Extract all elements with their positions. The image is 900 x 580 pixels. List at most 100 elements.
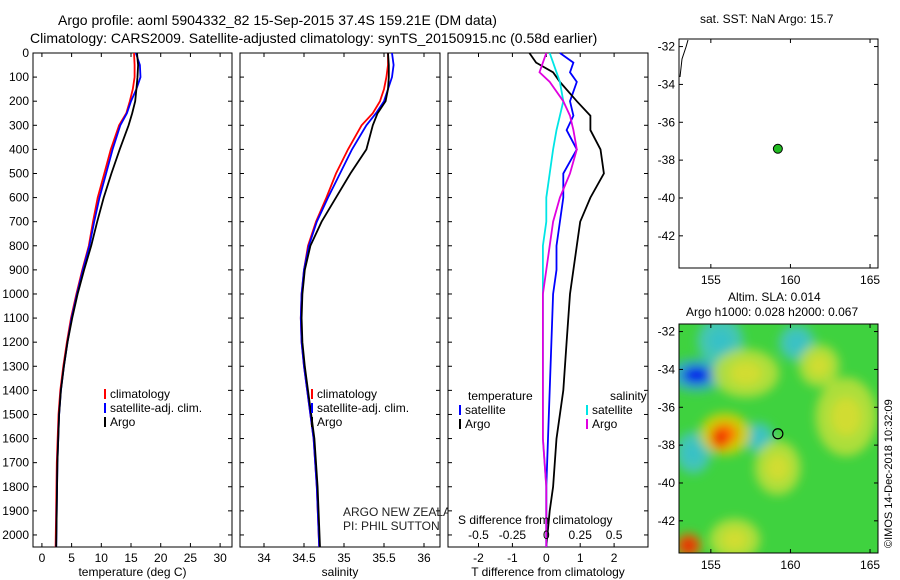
sla-map: -32 -34 -36 -38 -40 -42 155 160 165©IMOS 14-Dec-… [658, 323, 895, 572]
sal-plot-frame [239, 52, 441, 548]
legend-title-temperature: temperature [468, 389, 533, 403]
coastline [679, 39, 689, 78]
ytick-label: 1400 [2, 383, 29, 397]
diff-xtick-label: 2 [611, 551, 618, 565]
ytick-label: 1800 [2, 480, 29, 494]
legend-label: climatology [110, 387, 170, 401]
sla-xtick-label: 155 [701, 558, 721, 572]
sla-anomaly-core [729, 361, 763, 386]
top-xtick-label: -0.5 [468, 528, 489, 542]
sst-map-title: sat. SST: NaN Argo: 15.7 [700, 12, 834, 26]
sst-ytick-label: -32 [658, 40, 676, 54]
annotation-line-1: ARGO NEW ZEALAND [343, 505, 469, 519]
sal-xtick-label: 35 [337, 551, 351, 565]
sal-xtick-label: 34 [257, 551, 271, 565]
ytick-label: 200 [9, 94, 29, 108]
legend-label: satellite-adj. clim. [110, 401, 202, 415]
ytick-label: 300 [9, 118, 29, 132]
sst-xtick-label: 165 [860, 273, 880, 287]
temp-xtick-label: 15 [124, 551, 138, 565]
diff-xtick-label: 0 [543, 551, 550, 565]
temp-xtick-label: 30 [213, 551, 227, 565]
sla-anomaly-core [808, 355, 830, 377]
sla-ytick-label: -38 [658, 438, 676, 452]
sla-map-title-line-2: Argo h1000: 0.028 h2000: 0.067 [686, 305, 859, 319]
sst-ytick-label: -42 [658, 229, 676, 243]
sla-anomaly-core [721, 529, 748, 551]
sla-anomaly-core [682, 366, 711, 384]
ytick-label: 1500 [2, 407, 29, 421]
ytick-label: 400 [9, 142, 29, 156]
temp-plot-frame [32, 52, 233, 548]
series-line-salinity-argo [538, 52, 578, 547]
imos-watermark: ©IMOS 14-Dec-2018 10:32:09 [883, 399, 895, 548]
legend-label: Argo [317, 415, 343, 429]
sla-map-title-line-1: Altim. SLA: 0.014 [728, 290, 821, 304]
temp-xtick-label: 25 [184, 551, 198, 565]
diff-xtick-label: 1 [577, 551, 584, 565]
legend-title-salinity: salinity [610, 389, 647, 403]
ytick-label: 900 [9, 263, 29, 277]
figure-title-line-2: Climatology: CARS2009. Satellite-adjuste… [30, 30, 598, 46]
legend-label: climatology [317, 387, 377, 401]
legend-label: Argo [465, 417, 491, 431]
sla-anomaly-core [684, 442, 703, 464]
diff-panel: -2 -1 0 1 2T difference from climatology temp… [447, 52, 649, 579]
sla-ytick-label: -42 [658, 514, 676, 528]
ytick-label: 500 [9, 166, 29, 180]
sal-panel: 34 34.5 35 35.5 36 salinity climatologysatelli… [239, 52, 469, 579]
diff-xlabel: T difference from climatology [471, 565, 625, 579]
sal-xtick-label: 36 [417, 551, 431, 565]
diff-xtick-label: -1 [507, 551, 518, 565]
diff-xtick-label: -2 [473, 551, 484, 565]
ytick-label: 600 [9, 191, 29, 205]
sla-anomaly-core [830, 397, 862, 437]
top-xtick-label: 0 [543, 528, 550, 542]
top-xtick-label: 0.5 [606, 528, 623, 542]
sla-anomaly-core [715, 431, 726, 444]
sla-anomaly-core [708, 328, 732, 354]
sla-anomaly-core [750, 429, 767, 446]
figure-title-line-1: Argo profile: aoml 5904332_82 15-Sep-201… [58, 12, 497, 28]
temp-xlabel: temperature (deg C) [78, 565, 186, 579]
sst-ytick-label: -38 [658, 153, 676, 167]
diff-plot-frame [447, 52, 649, 548]
legend-label: satellite [592, 403, 633, 417]
sla-ytick-label: -34 [658, 362, 676, 376]
ytick-label: 1700 [2, 456, 29, 470]
sla-xtick-label: 165 [860, 558, 880, 572]
sla-xtick-label: 160 [780, 558, 800, 572]
temp-panel: 0100200300400500600700800900100011001200… [2, 46, 233, 579]
sla-anomaly-core [682, 539, 695, 552]
sal-xlabel: salinity [322, 565, 359, 579]
top-xtick-label: 0.25 [569, 528, 593, 542]
ytick-label: 0 [22, 46, 29, 60]
sal-xtick-label: 34.5 [292, 551, 316, 565]
ytick-label: 1600 [2, 432, 29, 446]
series-line-temperature-satellite [545, 52, 578, 547]
legend-label: Argo [110, 415, 136, 429]
series-line-argo [55, 52, 140, 548]
legend-label: Argo [592, 417, 618, 431]
ytick-label: 1000 [2, 287, 29, 301]
sla-anomaly-core [766, 454, 790, 482]
sla-ytick-label: -32 [658, 325, 676, 339]
series-line-argo [300, 52, 390, 548]
sla-ytick-label: -36 [658, 400, 676, 414]
ytick-label: 1200 [2, 335, 29, 349]
sst-frame [678, 38, 879, 269]
ytick-label: 100 [9, 70, 29, 84]
ytick-label: 2000 [2, 528, 29, 542]
sst-ytick-label: -34 [658, 77, 676, 91]
argo-position-marker [772, 143, 783, 154]
sst-ytick-label: -36 [658, 115, 676, 129]
sst-map: -32 -34 -36 -38 -40 -42 155 160 165 [658, 38, 880, 287]
sla-ytick-label: -40 [658, 476, 676, 490]
annotation-line-2: PI: PHIL SUTTON [343, 519, 440, 533]
legend-label: satellite [465, 403, 506, 417]
legend-label: satellite-adj. clim. [317, 401, 409, 415]
ytick-label: 1300 [2, 359, 29, 373]
sst-xtick-label: 160 [780, 273, 800, 287]
top-xtick-label: -0.25 [499, 528, 527, 542]
